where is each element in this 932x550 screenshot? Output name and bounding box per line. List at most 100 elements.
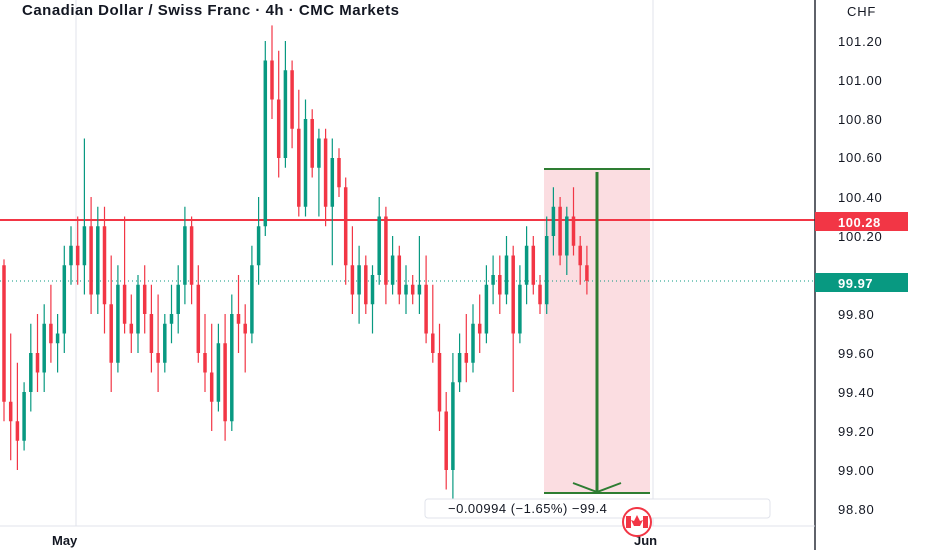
candle	[471, 304, 475, 373]
candle-body	[209, 372, 214, 402]
candle	[477, 294, 482, 353]
candle	[511, 245, 515, 392]
measure-label: −0.00994 (−1.65%) −99.4	[424, 498, 771, 519]
candle-body	[129, 323, 134, 334]
candle	[216, 323, 221, 412]
candle-body	[122, 284, 127, 324]
candle-body	[189, 226, 194, 285]
candle-body	[169, 314, 174, 324]
candle-body	[410, 284, 415, 295]
candle	[8, 333, 13, 461]
candle	[69, 226, 73, 285]
candle	[424, 255, 428, 344]
candle-body	[464, 353, 469, 363]
price-tick: 100.40	[838, 190, 883, 205]
candle-body	[163, 323, 167, 363]
candle	[571, 187, 576, 256]
candle-body	[504, 255, 509, 295]
candle-body	[89, 226, 93, 295]
candle-body	[256, 226, 261, 266]
candle-body	[457, 353, 462, 383]
candle-body	[444, 411, 448, 470]
candle	[484, 265, 489, 344]
candle	[129, 294, 134, 353]
candle-body	[437, 353, 442, 412]
candle	[49, 284, 53, 363]
candle	[364, 255, 368, 314]
candle	[122, 216, 127, 334]
candle	[330, 138, 335, 266]
candle-body	[578, 245, 582, 266]
resistance-price-badge	[815, 212, 908, 231]
price-tick: 100.80	[838, 112, 883, 127]
price-tick: 98.80	[838, 502, 875, 517]
candle-body	[290, 70, 294, 129]
candle-body	[183, 226, 187, 285]
candle	[303, 99, 308, 217]
candle	[35, 314, 40, 392]
candle	[263, 41, 268, 236]
candle-body	[116, 284, 120, 363]
candle-body	[350, 265, 355, 295]
candle-body	[451, 382, 455, 470]
candle	[390, 236, 395, 295]
flag-icon-left	[626, 516, 631, 528]
candle	[531, 236, 536, 295]
candle-body	[2, 265, 6, 402]
candle-body	[585, 265, 589, 281]
candle-body	[498, 275, 502, 295]
candle-body	[223, 343, 227, 422]
price-tick: 101.20	[838, 34, 883, 49]
candle-body	[310, 119, 314, 168]
candle-body	[558, 206, 562, 256]
candle	[236, 275, 241, 353]
price-axis[interactable]: CHF 101.20 101.00 100.80 100.60 100.40 1…	[814, 0, 932, 550]
resistance-price-text: 100.28	[838, 215, 881, 230]
candle-body	[69, 245, 73, 266]
candle-body	[136, 284, 140, 334]
candle-body	[236, 314, 241, 324]
candle-body	[196, 284, 201, 353]
candle-body	[484, 284, 489, 334]
candle-body	[250, 265, 254, 334]
candle	[544, 216, 549, 314]
candle	[410, 275, 415, 305]
canada-flag-icon[interactable]	[622, 507, 652, 537]
candle	[283, 41, 288, 168]
projection-arrow[interactable]	[572, 172, 622, 494]
candle	[337, 148, 341, 197]
candle-body	[370, 275, 375, 305]
candle-body	[384, 216, 388, 285]
flag-icon-leaf	[631, 515, 643, 526]
candle	[203, 314, 207, 392]
candle	[149, 284, 154, 373]
candle	[256, 197, 261, 285]
candle	[491, 255, 495, 305]
candle	[42, 304, 46, 392]
currency-label: CHF	[847, 4, 876, 19]
candle	[183, 206, 187, 305]
candle	[431, 284, 435, 363]
time-label-jun: Jun	[634, 533, 657, 548]
candle	[62, 245, 67, 353]
candle-body	[29, 353, 33, 392]
candle-body	[317, 138, 321, 168]
candle-body	[477, 323, 482, 334]
candle	[276, 50, 281, 178]
candle	[29, 323, 33, 412]
last-price-text: 99.97	[838, 276, 873, 291]
candle-body	[243, 323, 247, 334]
candle	[464, 314, 469, 383]
candle	[209, 323, 214, 431]
candle-body	[82, 226, 87, 266]
time-axis[interactable]: May Jun	[0, 525, 815, 548]
candle	[75, 216, 80, 285]
candle-body	[531, 245, 536, 285]
candle	[451, 353, 455, 500]
candle-body	[22, 392, 26, 441]
flag-icon-right	[643, 516, 648, 528]
price-tick: 99.80	[838, 307, 875, 322]
candle-body	[551, 206, 556, 236]
candle-body	[149, 314, 154, 353]
